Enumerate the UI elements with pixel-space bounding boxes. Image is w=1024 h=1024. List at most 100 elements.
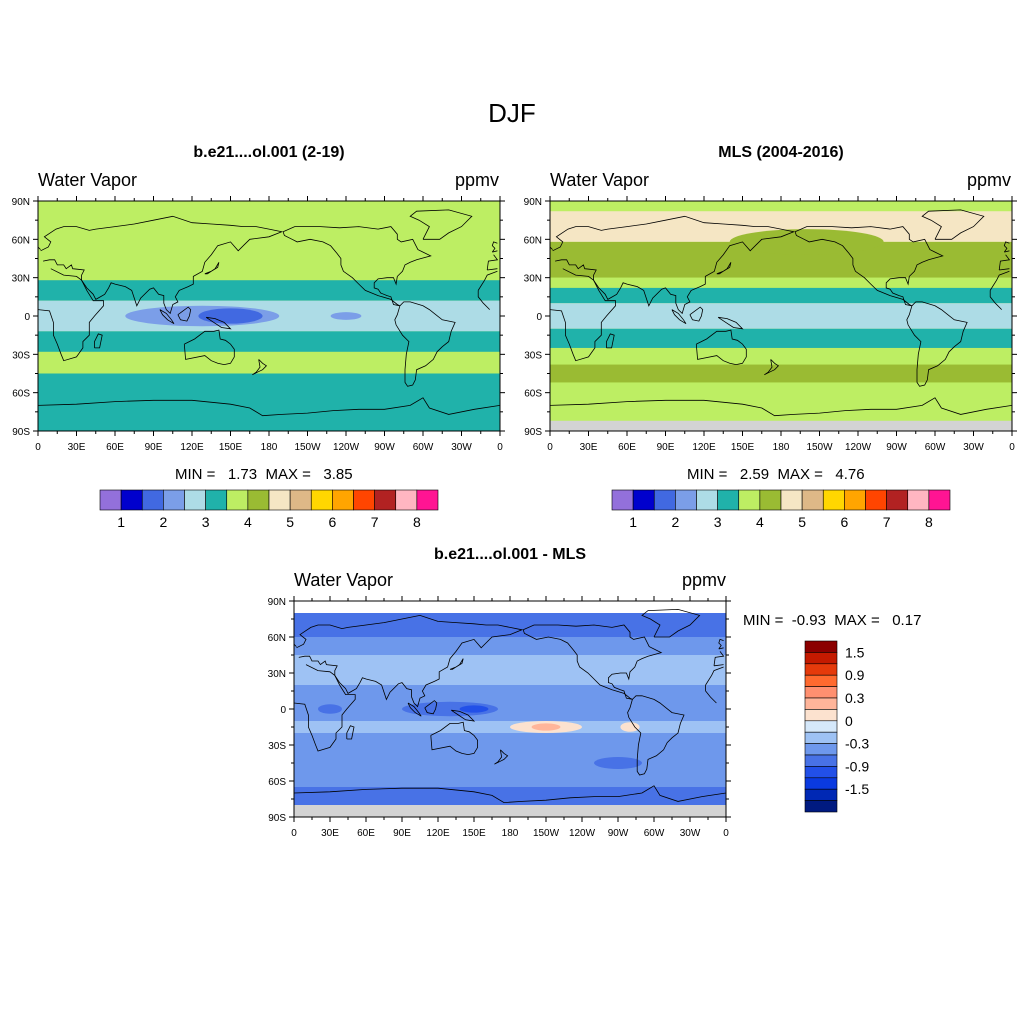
coastline bbox=[689, 306, 704, 322]
colorbar-swatch bbox=[184, 489, 206, 511]
colorbar-swatch bbox=[928, 489, 951, 511]
lat-label: 0 bbox=[536, 312, 542, 323]
lat-label: 90N bbox=[12, 197, 30, 208]
panel-1-title: b.e21....ol.001 (2-19) bbox=[193, 144, 345, 161]
contour-band bbox=[294, 613, 726, 637]
colorbar-label: 4 bbox=[756, 514, 764, 530]
coastline bbox=[794, 226, 944, 307]
panel-3-map: 90N 60N 30N 0 30S 60S 90S 0 30E 60E 90E 120E 150E 180… bbox=[268, 596, 731, 839]
panel-3-colorbar: 1.5 0.9 0.3 0 -0.3 -0.9 -1.5 bbox=[804, 640, 869, 813]
coastline bbox=[282, 226, 432, 307]
lon-label: 0 bbox=[547, 442, 553, 453]
lat-label: 90N bbox=[524, 197, 542, 208]
coastline bbox=[346, 725, 355, 740]
colorbar-swatch bbox=[289, 489, 312, 511]
lat-label: 60S bbox=[12, 389, 30, 400]
lon-label: 30W bbox=[963, 442, 984, 453]
panel-1-variable: Water Vapor bbox=[38, 170, 138, 190]
contour-band bbox=[550, 303, 1012, 329]
lon-label: 180 bbox=[502, 828, 519, 839]
lon-label: 120E bbox=[692, 442, 716, 453]
colorbar-swatch bbox=[804, 720, 838, 733]
colorbar-label: 1 bbox=[117, 514, 125, 530]
lon-label: 0 bbox=[723, 828, 729, 839]
colorbar-label: 0.3 bbox=[845, 690, 865, 706]
lat-label: 0 bbox=[280, 705, 286, 716]
lon-label: 150W bbox=[533, 828, 560, 839]
colorbar-swatch bbox=[675, 489, 697, 511]
colorbar-label: 3 bbox=[202, 514, 210, 530]
colorbar-label: 5 bbox=[798, 514, 806, 530]
colorbar-swatch bbox=[332, 489, 354, 511]
lat-label: 60N bbox=[268, 633, 286, 644]
lon-label: 60W bbox=[925, 442, 946, 453]
coastline bbox=[671, 309, 687, 325]
coastline bbox=[550, 397, 1012, 417]
contour-band bbox=[550, 287, 1012, 304]
coastline bbox=[394, 301, 456, 387]
lon-label: 30E bbox=[580, 442, 598, 453]
lat-label: 30N bbox=[268, 669, 286, 680]
lat-label: 90S bbox=[524, 427, 542, 438]
lon-label: 60E bbox=[106, 442, 124, 453]
lon-label: 90W bbox=[374, 442, 395, 453]
coastline bbox=[159, 309, 175, 325]
colorbar-swatch bbox=[416, 489, 439, 511]
colorbar-swatch bbox=[738, 489, 761, 511]
coastline bbox=[40, 215, 499, 315]
coastline bbox=[717, 316, 744, 330]
colorbar-swatch bbox=[247, 489, 270, 511]
colorbar-label: 3 bbox=[714, 514, 722, 530]
colorbar-label: 7 bbox=[371, 514, 379, 530]
panel-2-units: ppmv bbox=[967, 170, 1012, 190]
contour-region bbox=[620, 722, 640, 732]
contour-band bbox=[294, 733, 726, 757]
panel-1-map: 90N 60N 30N 0 30S 60S 90S 0 30E 60E 90E 120E 150E 180… bbox=[12, 196, 505, 453]
lon-label: 60E bbox=[357, 828, 375, 839]
lon-label: 0 bbox=[497, 442, 503, 453]
contour-band bbox=[550, 420, 1012, 431]
colorbar-swatch bbox=[632, 489, 655, 511]
panel-1-units: ppmv bbox=[455, 170, 500, 190]
lon-label: 60E bbox=[618, 442, 636, 453]
colorbar-swatch bbox=[804, 640, 838, 653]
colorbar-label: -0.3 bbox=[845, 736, 869, 752]
colorbar-label: 0.9 bbox=[845, 667, 865, 683]
contour-band bbox=[294, 637, 726, 655]
coastline bbox=[38, 397, 500, 417]
colorbar-swatch bbox=[99, 489, 122, 511]
panel-2-colorbar: 1 2 3 4 5 6 7 8 bbox=[611, 489, 951, 530]
colorbar-swatch bbox=[353, 489, 375, 511]
contour-band bbox=[294, 655, 726, 685]
panel-2-stats: MIN = 2.59 MAX = 4.76 bbox=[687, 466, 865, 483]
colorbar-swatch bbox=[804, 788, 838, 801]
contour-region bbox=[402, 701, 498, 717]
colorbar-swatch bbox=[268, 489, 291, 511]
lat-label: 30S bbox=[524, 350, 542, 361]
coastline bbox=[550, 268, 1010, 362]
colorbar-label: 7 bbox=[883, 514, 891, 530]
figure-title: DJF bbox=[488, 98, 536, 128]
colorbar-swatch bbox=[804, 674, 838, 687]
contour-region bbox=[318, 704, 342, 714]
lon-label: 120W bbox=[569, 828, 596, 839]
contour-band bbox=[294, 685, 726, 721]
colorbar-label: 6 bbox=[328, 514, 336, 530]
coastline bbox=[294, 785, 726, 804]
coastline bbox=[641, 608, 701, 638]
lon-label: 120E bbox=[180, 442, 204, 453]
panel-2-map: 90N 60N 30N 0 30S 60S 90S 0 30E 60E 90E 120E 150E 180… bbox=[524, 196, 1017, 453]
coastline bbox=[38, 268, 498, 362]
lon-label: 90E bbox=[657, 442, 675, 453]
contour-region bbox=[729, 229, 884, 255]
colorbar-swatch bbox=[374, 489, 397, 511]
panel-3-variable: Water Vapor bbox=[294, 570, 394, 590]
contour-region bbox=[594, 757, 642, 769]
lon-label: 180 bbox=[261, 442, 278, 453]
colorbar-label: 8 bbox=[413, 514, 421, 530]
panel-2-variable: Water Vapor bbox=[550, 170, 650, 190]
colorbar-swatch bbox=[611, 489, 634, 511]
coastline bbox=[494, 749, 509, 765]
colorbar-swatch bbox=[310, 489, 333, 511]
lon-label: 150W bbox=[806, 442, 833, 453]
